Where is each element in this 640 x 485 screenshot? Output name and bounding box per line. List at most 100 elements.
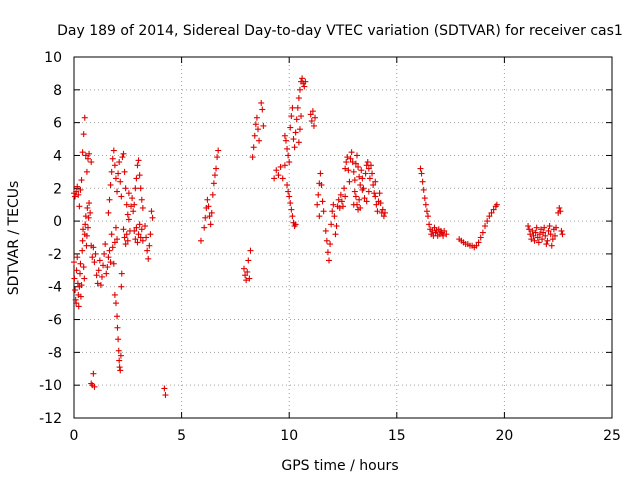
data-point <box>336 204 343 211</box>
data-point <box>543 241 550 248</box>
data-point <box>109 155 116 162</box>
data-point <box>531 237 538 244</box>
data-point <box>142 223 149 230</box>
data-point <box>331 213 338 220</box>
data-point <box>246 275 253 282</box>
data-point <box>544 237 551 244</box>
data-point <box>315 191 322 198</box>
data-point <box>215 147 222 154</box>
data-point <box>145 255 152 262</box>
axes <box>73 56 613 419</box>
data-point <box>74 280 81 287</box>
data-point <box>100 262 107 269</box>
data-point <box>346 178 353 185</box>
data-point <box>90 370 97 377</box>
data-point <box>213 165 220 172</box>
data-point <box>122 241 129 248</box>
data-point <box>366 175 373 182</box>
data-point <box>138 226 145 233</box>
data-point <box>348 149 355 156</box>
data-point <box>473 242 480 249</box>
data-point <box>548 242 555 249</box>
data-point <box>144 247 151 254</box>
data-point <box>105 254 112 261</box>
data-point <box>277 163 284 170</box>
data-point <box>525 223 532 230</box>
data-point <box>112 175 119 182</box>
data-point <box>89 254 96 261</box>
data-point <box>330 201 337 208</box>
data-point <box>556 204 563 211</box>
data-point <box>327 241 334 248</box>
data-point <box>83 168 90 175</box>
y-tick-label: 8 <box>53 83 62 99</box>
data-point <box>148 208 155 215</box>
data-point <box>97 282 104 289</box>
data-point <box>114 236 121 243</box>
data-point <box>124 211 131 218</box>
data-point <box>312 114 319 121</box>
data-point <box>359 186 366 193</box>
data-point <box>299 75 306 82</box>
data-point <box>130 208 137 215</box>
data-point <box>107 259 114 266</box>
data-point <box>242 272 249 279</box>
x-tick-label: 25 <box>603 428 621 444</box>
data-point <box>284 145 291 152</box>
data-point <box>115 170 122 177</box>
data-point <box>547 231 554 238</box>
data-point <box>132 185 139 192</box>
data-point <box>78 177 85 184</box>
data-point <box>243 277 250 284</box>
data-point <box>95 267 102 274</box>
data-point <box>549 236 556 243</box>
data-point <box>310 122 317 129</box>
data-point <box>202 214 209 221</box>
data-point <box>355 163 362 170</box>
data-point <box>209 191 216 198</box>
data-point <box>493 201 500 208</box>
y-tick-label: 2 <box>53 181 62 197</box>
data-point <box>146 242 153 249</box>
data-point <box>308 117 315 124</box>
data-point <box>557 208 564 215</box>
data-point <box>426 221 433 228</box>
data-point <box>84 204 91 211</box>
data-point <box>129 195 136 202</box>
data-point <box>79 247 86 254</box>
data-point <box>343 159 350 166</box>
data-point <box>120 150 127 157</box>
data-point <box>73 188 80 195</box>
data-point <box>136 172 143 179</box>
data-point <box>431 224 438 231</box>
data-point <box>441 227 448 234</box>
data-point <box>118 193 125 200</box>
data-point <box>316 213 323 220</box>
data-point <box>206 213 213 220</box>
data-point <box>71 259 77 266</box>
data-point <box>425 213 432 220</box>
data-point <box>540 229 547 236</box>
data-point <box>210 180 217 187</box>
data-point <box>73 300 80 307</box>
data-point <box>241 265 248 272</box>
data-point <box>285 188 292 195</box>
data-point <box>546 223 553 230</box>
data-point <box>356 196 363 203</box>
data-point <box>83 232 90 239</box>
data-point <box>323 237 330 244</box>
data-point <box>131 201 138 208</box>
data-point <box>301 83 308 90</box>
data-point <box>253 114 260 121</box>
data-point <box>149 214 156 221</box>
x-tick-label: 15 <box>388 428 406 444</box>
data-point <box>335 196 342 203</box>
data-point <box>79 237 86 244</box>
data-point <box>111 239 118 246</box>
data-point <box>71 275 78 282</box>
data-point <box>93 272 100 279</box>
data-point <box>287 124 294 131</box>
data-point <box>104 264 111 271</box>
data-point <box>377 200 384 207</box>
